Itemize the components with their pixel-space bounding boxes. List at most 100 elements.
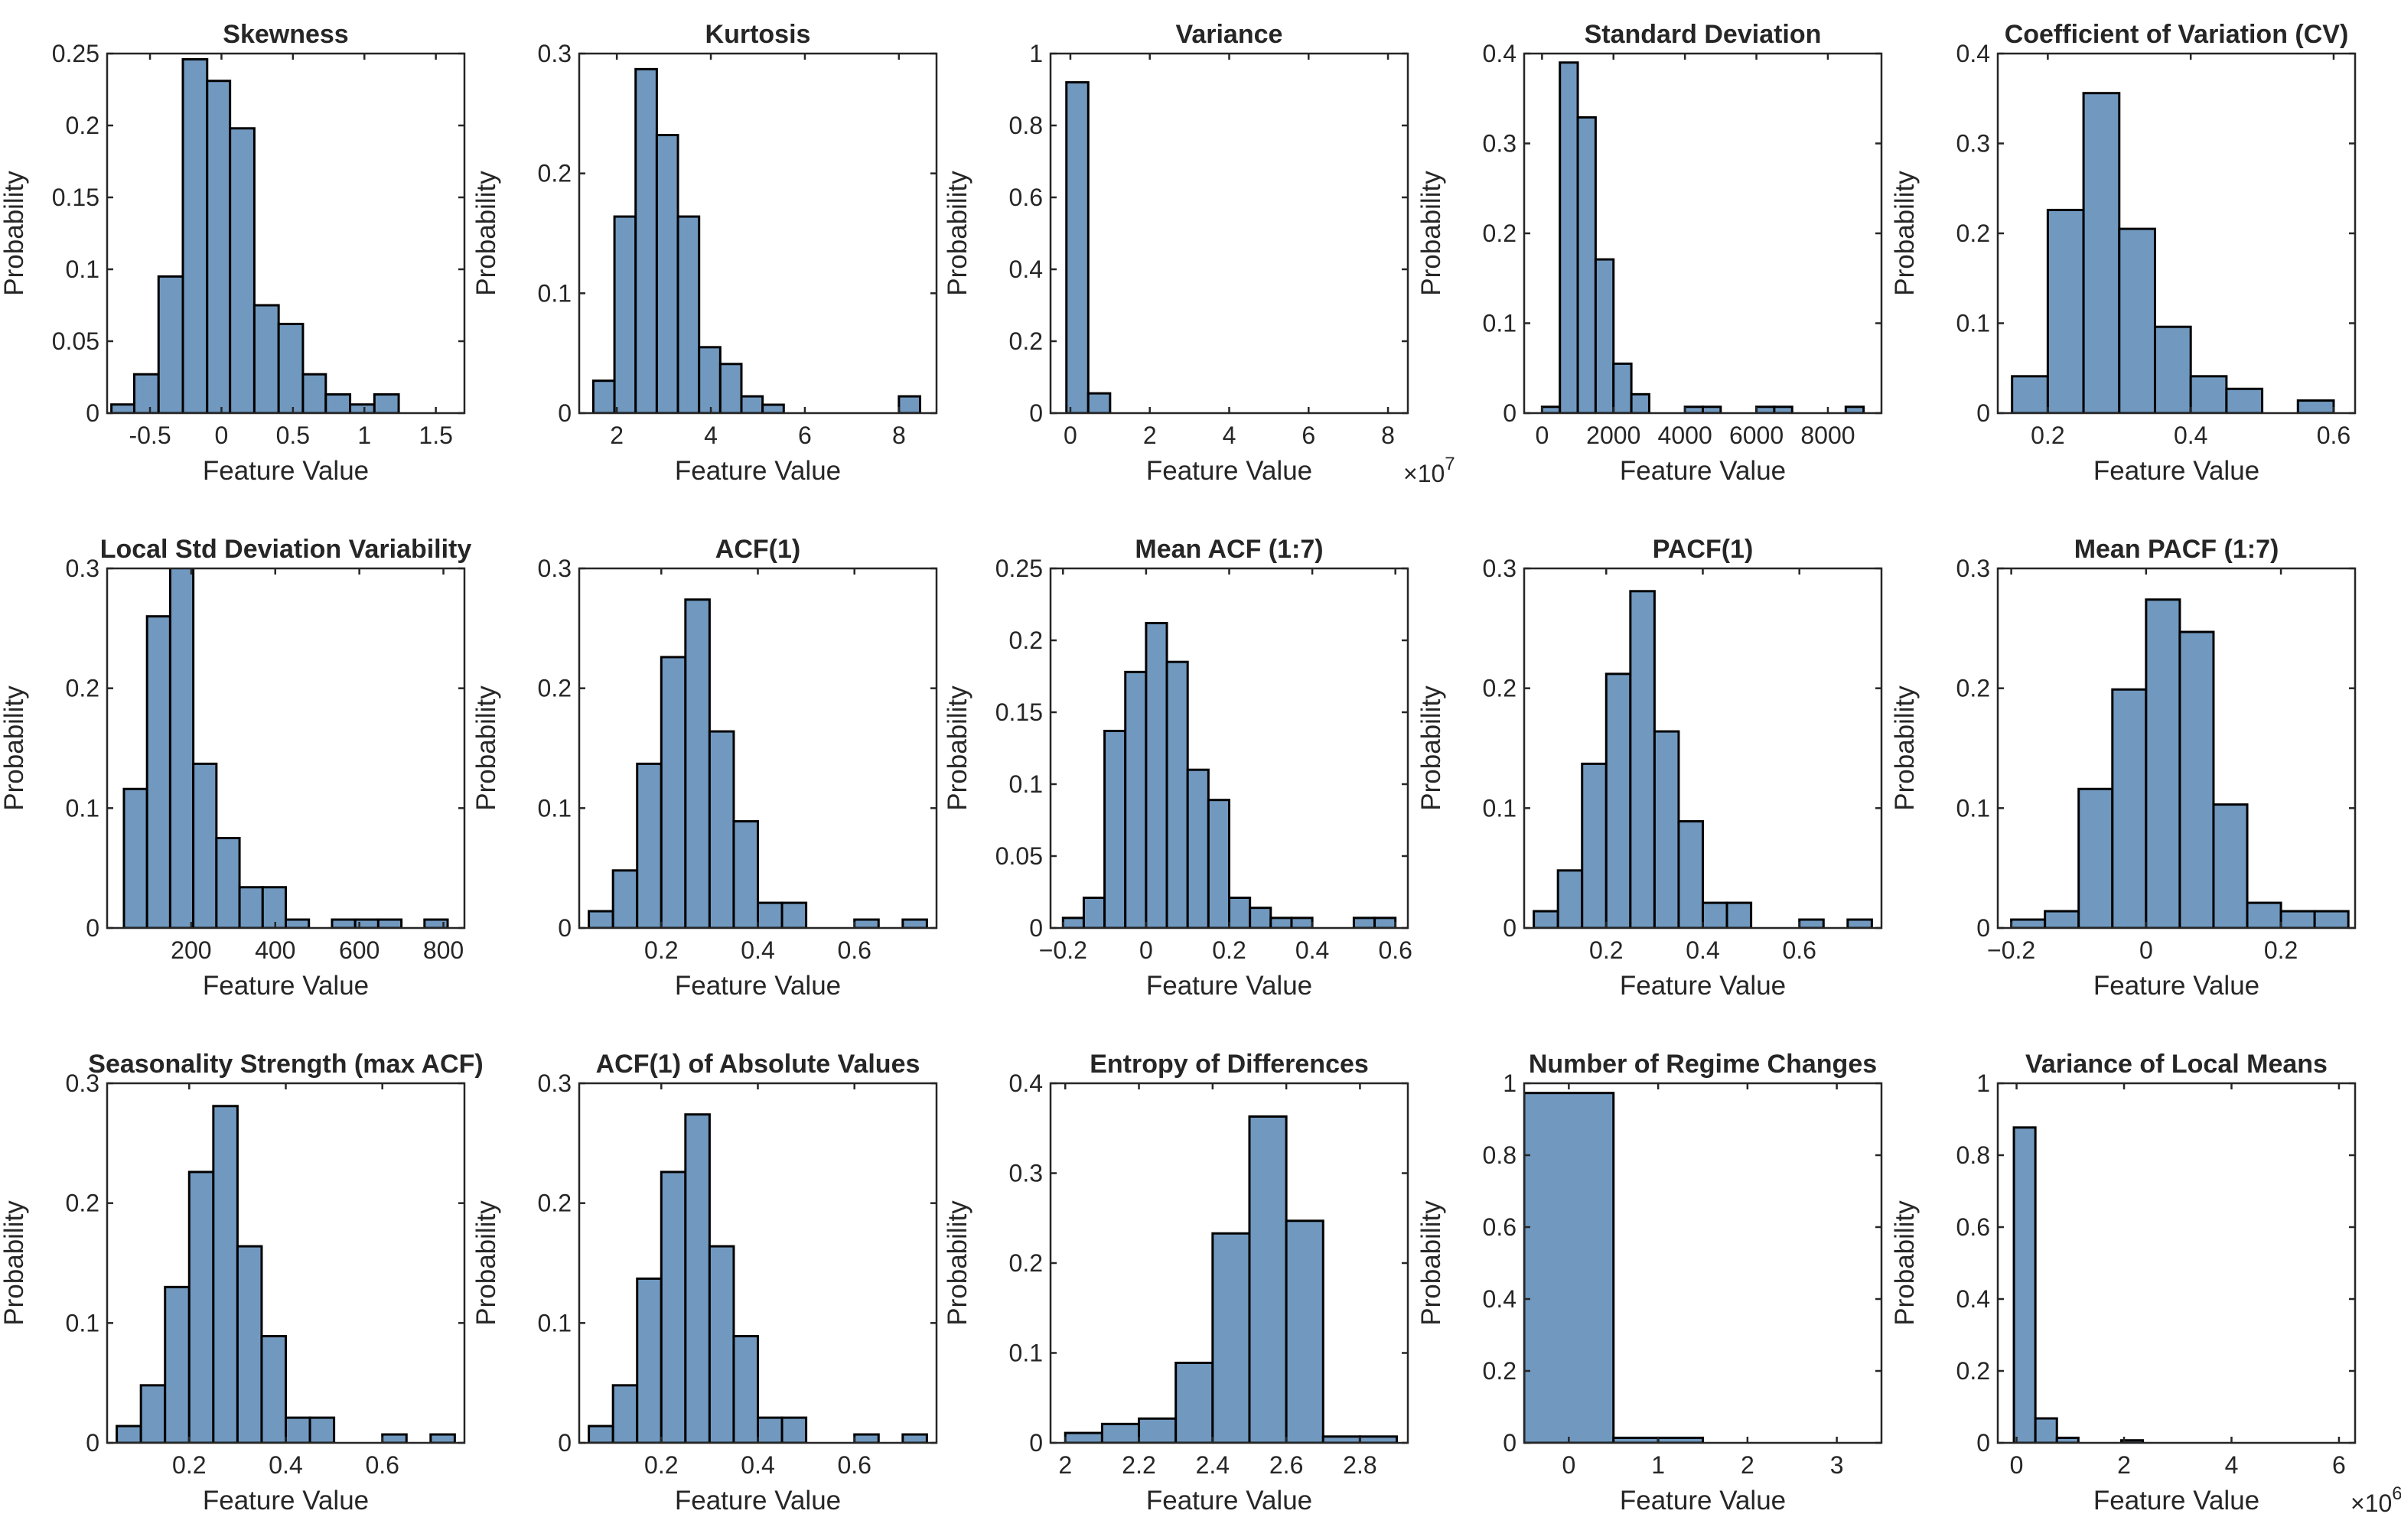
axes-frame [1523,1082,1883,1444]
y-tick-label: 0.1 [1009,1340,1043,1367]
axes-frame [106,52,466,415]
bar [591,379,616,413]
bar [2189,375,2228,413]
chart-variance-of-local-means: 0 2 4 6 0 0.2 0.4 0.6 0.8 1 Variance of Local Mean… [1890,1050,2401,1517]
x-tick-label: 4 [2225,1451,2239,1479]
y-axis-label: Probability [0,171,29,296]
chart-title: Variance of Local Means [2025,1050,2328,1079]
y-axis-label: Probability [0,1200,29,1326]
y-tick-label: 0.2 [538,675,572,702]
chart-title: ACF(1) of Absolute Values [596,1050,920,1079]
chart-standard-deviation: 0 2000 4000 6000 8000 0 0.1 0.2 0.3 0.4 Standard D… [1416,20,1883,486]
bar [229,127,256,413]
x-tick-label: 8 [1381,422,1395,449]
chart-title: Number of Regime Changes [1529,1050,1877,1079]
bars [1524,1092,1704,1443]
chart-pacf-1: 0.2 0.4 0.6 0 0.1 0.2 0.3 PACF(1) Feature Value P… [1416,535,1883,1001]
x-tick-label: 0.2 [2264,936,2298,964]
y-tick-label: 0.05 [52,327,99,355]
bar [236,1245,263,1443]
bars [588,598,928,928]
bar [285,918,311,928]
x-tick-label: 4000 [1658,422,1712,449]
x-tick-label: 1 [357,422,371,449]
x-tick-label: 1 [1651,1451,1665,1479]
bar [611,869,639,928]
y-tick-label: 0.2 [1009,627,1043,654]
y-tick-label: 0.6 [1956,1213,1990,1241]
bar [1228,897,1252,928]
x-tick-label: 0.6 [1378,936,1412,964]
x-tick-label: 200 [171,936,211,964]
x-tick-label: 3 [1830,1451,1844,1479]
x-tick-label: 400 [255,936,295,964]
bar [192,762,218,928]
bar [2111,688,2148,928]
y-tick-label: 0.1 [538,1309,572,1337]
x-tick-label: 0 [215,422,229,449]
y-tick-label: 0.3 [1483,555,1517,582]
bar [732,820,759,928]
x-axis-label: Feature Value [203,456,369,486]
bar [757,901,784,928]
y-tick-label: 0.3 [538,40,572,67]
y-tick-label: 0.1 [1956,310,1990,337]
x-tick-label: 0.2 [1212,936,1246,964]
bars [2011,92,2335,413]
y-tick-label: 0 [1976,1429,1990,1457]
chart-entropy-of-differences: 2 2.2 2.4 2.6 2.8 0 0.1 0.2 0.3 0.4 Entropy of Dif… [943,1050,1409,1516]
bar [215,837,241,928]
bar [252,304,280,413]
bar [2046,208,2085,413]
bar [684,1113,711,1443]
bar [116,1424,142,1443]
axes-frame [106,567,466,930]
bar [168,568,195,928]
y-axis-label: Probability [1416,171,1446,296]
x-axis-label: Feature Value [1146,971,1312,1001]
bar [373,393,400,413]
bar [588,1424,614,1443]
bar [1556,869,1584,928]
y-tick-label: 0.3 [538,1070,572,1097]
y-axis-label: Probability [943,1200,972,1326]
x-tick-label: 0.2 [172,1451,206,1479]
x-axis-label: Feature Value [2093,971,2259,1001]
y-axis-label: Probability [1416,685,1446,811]
bar [2044,910,2080,928]
bar [898,395,921,413]
bar [1559,61,1579,413]
bar [1798,918,1825,928]
y-tick-label: 0.15 [995,698,1043,726]
bar [660,656,687,928]
bar [261,886,287,928]
y-tick-label: 0.4 [1009,1070,1043,1097]
y-tick-label: 0.05 [995,842,1043,870]
bar [1285,1219,1324,1443]
bar [901,1433,928,1443]
x-tick-label: 0.6 [1782,936,1816,964]
y-tick-label: 0.3 [1956,130,1990,158]
exponent-times: ×10 [2351,1490,2392,1517]
bar [206,80,232,413]
y-tick-label: 0.3 [1009,1160,1043,1187]
y-tick-label: 0.25 [995,555,1043,582]
bar [238,886,264,928]
chart-title: Local Std Deviation Variability [100,535,472,564]
bar [1844,405,1865,413]
bar [1373,917,1397,928]
bar [1207,799,1231,928]
chart-coefficient-of-variation-cv: 0.2 0.4 0.6 0 0.1 0.2 0.3 0.4 Coefficient of Var… [1890,20,2357,486]
x-axis-label: Feature Value [675,971,841,1001]
axes-frame [1996,567,2357,930]
axes-frame [1049,52,1409,415]
x-tick-label: 0.4 [269,1451,302,1479]
bars [110,58,400,413]
bar [1100,1422,1141,1443]
x-tick-label: 0.4 [1686,936,1719,964]
x-tick-label: −0.2 [1039,936,1087,964]
y-tick-label: 0.2 [1483,220,1517,247]
y-tick-label: 0.6 [1009,184,1043,211]
chart-title: Variance [1176,20,1283,49]
bar [1269,917,1293,928]
